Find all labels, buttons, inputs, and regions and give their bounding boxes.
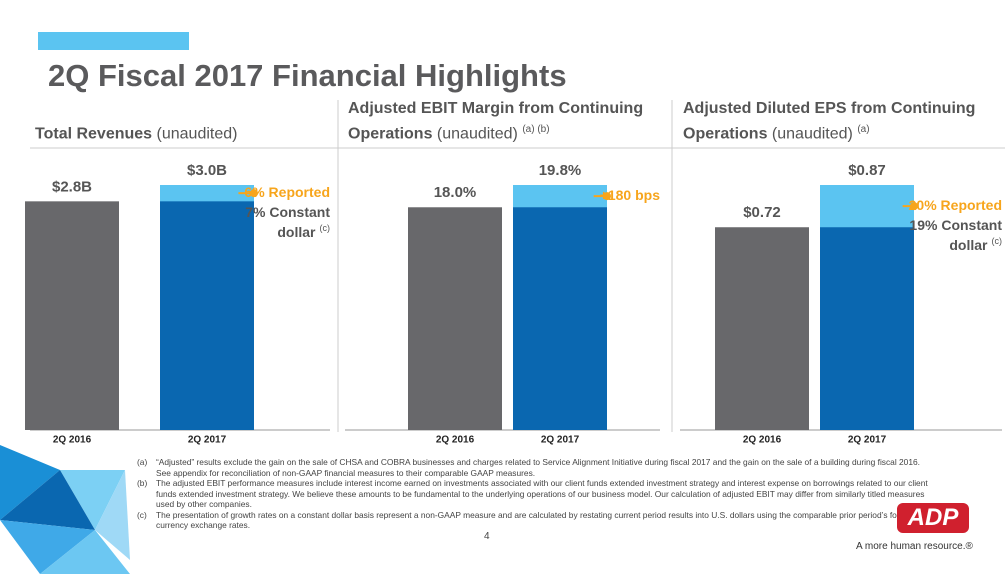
bar [408, 207, 502, 430]
callout-text: dollar [277, 224, 316, 240]
increase-segment [160, 185, 254, 202]
callout: dollar (c) [949, 236, 1002, 252]
footnote-marker: (a) [137, 457, 148, 467]
chart-note: (a) [857, 123, 870, 135]
x-tick-label: 2Q 2016 [436, 435, 475, 446]
bar [715, 227, 809, 430]
footnote-text: The presentation of growth rates on a co… [156, 509, 916, 531]
callout-text: +180 bps [600, 187, 661, 203]
panel-heading: Adjusted Diluted EPS from Continuing Ope… [683, 98, 1003, 144]
callout-dot [250, 189, 258, 198]
footnote-marker: (b) [137, 478, 148, 488]
tagline: A more human resource.® [856, 541, 973, 552]
chart-note: (a) (b) [522, 123, 550, 135]
callout: 6% Reported [244, 184, 330, 200]
value-label: $0.72 [743, 204, 781, 221]
increase-segment [820, 185, 914, 228]
callout-text: 7% Constant [245, 204, 330, 220]
footnote: (b) The adjusted EBIT performance measure… [137, 478, 937, 510]
footnote-text: The adjusted EBIT performance measures i… [156, 478, 928, 509]
callout-text: dollar [949, 237, 988, 253]
page-number: 4 [484, 531, 490, 542]
callout-text: 6% Reported [244, 184, 330, 200]
callout-dot [603, 192, 611, 201]
panel-heading: Total Revenues (unaudited) [35, 98, 335, 144]
callout: 7% Constant [245, 204, 330, 220]
chart-subtitle: (unaudited) [771, 125, 853, 142]
value-label: $2.8B [52, 178, 92, 195]
bar [513, 185, 607, 430]
slide-title: 2Q Fiscal 2017 Financial Highlights [48, 58, 567, 93]
footnote-text: “Adjusted” results exclude the gain on t… [156, 457, 920, 478]
callout-dot [910, 202, 918, 211]
value-label: 19.8% [539, 162, 582, 179]
callout-note: (c) [992, 236, 1003, 246]
footnote-marker: (c) [137, 509, 147, 520]
bar [25, 201, 119, 430]
panel-heading: Adjusted EBIT Margin from Continuing Ope… [348, 98, 668, 144]
x-tick-label: 2Q 2016 [53, 435, 92, 446]
chart-title: Adjusted EBIT Margin from Continuing Ope… [348, 99, 644, 142]
callout: 19% Constant [909, 217, 1002, 233]
footnotes: (a) “Adjusted” results exclude the gain o… [137, 457, 937, 531]
chart-subtitle: (unaudited) [436, 125, 518, 142]
footnote: (c) The presentation of growth rates on a… [137, 510, 937, 531]
x-tick-label: 2Q 2017 [188, 435, 227, 446]
accent-bar [38, 32, 189, 50]
increase-segment [513, 185, 607, 208]
value-label: $0.87 [848, 162, 886, 179]
bar [160, 185, 254, 430]
value-label: 18.0% [434, 184, 477, 201]
callout-note: (c) [320, 224, 331, 234]
callout: 20% Reported [909, 197, 1002, 213]
callout-text: 20% Reported [909, 197, 1002, 213]
x-tick-label: 2Q 2016 [743, 435, 782, 446]
chart-title: Adjusted Diluted EPS from Continuing Ope… [683, 99, 976, 142]
x-tick-label: 2Q 2017 [541, 435, 580, 446]
chart-subtitle: (unaudited) [156, 125, 238, 142]
chart-title: Total Revenues [35, 125, 153, 142]
logo: ADP [897, 503, 969, 533]
callout: dollar (c) [277, 224, 330, 240]
callout: +180 bps [600, 187, 661, 203]
callout-text: 19% Constant [909, 217, 1002, 233]
decoration [0, 445, 130, 574]
footnote: (a) “Adjusted” results exclude the gain o… [137, 457, 937, 478]
value-label: $3.0B [187, 162, 227, 179]
x-tick-label: 2Q 2017 [848, 435, 887, 446]
